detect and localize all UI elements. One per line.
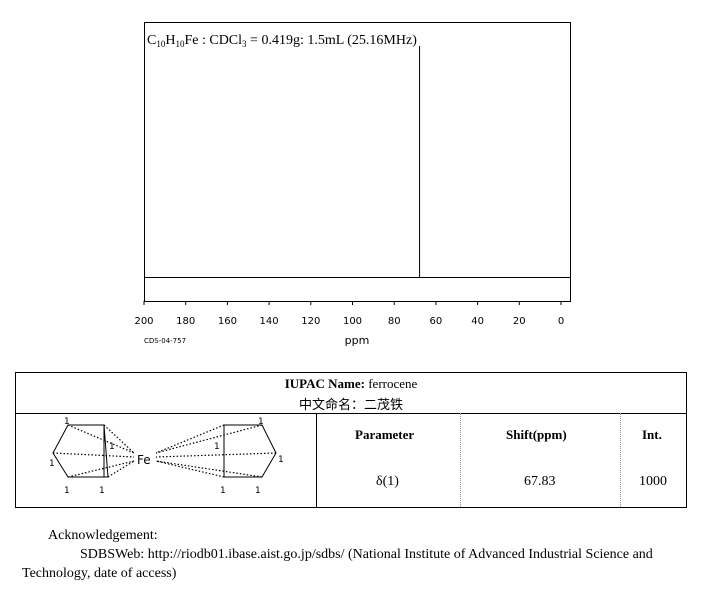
carbon-number: 1: [214, 442, 220, 452]
acknowledgement-text: SDBSWeb: http://riodb01.ibase.aist.go.jp…: [80, 547, 653, 562]
x-tick-label: 40: [471, 316, 484, 327]
iupac-label: IUPAC Name:: [284, 376, 365, 391]
chart-title: C10H10Fe : CDCl3 = 0.419g: 1.5mL (25.16M…: [147, 33, 417, 49]
x-ticks: 200 180 160 140 120 100 80 60 40 20 0: [134, 301, 564, 327]
plot-frame: [144, 22, 571, 302]
spectrum-code: CDS-04-757: [144, 337, 186, 345]
structure-cell: Fe 1 1 1 1 1 1 1 1 1 1: [16, 413, 317, 507]
title-part: = 0.419g: 1.5mL (25.16MHz): [247, 33, 418, 48]
column-divider: [460, 413, 461, 507]
title-part: C: [147, 33, 156, 48]
title-part: H: [165, 33, 175, 48]
x-tick-label: 0: [558, 316, 564, 327]
cell-shift: 67.83: [524, 474, 556, 489]
carbon-number: 1: [64, 417, 70, 427]
x-tick-label: 140: [260, 316, 279, 327]
carbon-number: 1: [278, 455, 284, 465]
iupac-value: ferrocene: [368, 376, 418, 391]
carbon-number: 1: [109, 442, 115, 452]
carbon-number: 1: [255, 486, 261, 496]
title-part-sub: 10: [156, 39, 166, 49]
x-tick-label: 20: [513, 316, 526, 327]
header-parameter: Parameter: [355, 427, 415, 442]
iupac-line: IUPAC Name: ferrocene: [16, 376, 686, 392]
info-table: IUPAC Name: ferrocene 中文命名：二茂铁: [15, 372, 687, 508]
x-tick-label: 120: [301, 316, 320, 327]
carbon-number: 1: [99, 486, 105, 496]
header-shift: Shift(ppm): [506, 427, 567, 442]
title-part: Fe : CDCl: [184, 33, 242, 48]
x-axis-label: ppm: [345, 334, 370, 347]
ferrocene-structure: Fe 1 1 1 1 1 1 1 1 1 1: [49, 417, 284, 496]
x-tick-label: 180: [176, 316, 195, 327]
acknowledgement-text-2: Technology, date of access): [22, 566, 177, 581]
header-intensity: Int.: [642, 427, 662, 442]
chinese-name: 中文命名：二茂铁: [298, 398, 403, 413]
x-tick-label: 160: [218, 316, 237, 327]
nmr-spectrum-chart: C10H10Fe : CDCl3 = 0.419g: 1.5mL (25.16M…: [134, 22, 571, 347]
title-part-sub: 10: [175, 39, 185, 49]
acknowledgement-heading: Acknowledgement:: [48, 528, 158, 543]
cell-parameter: δ(1): [376, 474, 399, 489]
x-tick-label: 80: [388, 316, 401, 327]
column-divider: [620, 413, 621, 507]
title-part-sub: 3: [242, 39, 247, 49]
carbon-number: 1: [220, 486, 226, 496]
carbon-number: 1: [49, 459, 55, 469]
cell-intensity: 1000: [639, 474, 667, 489]
x-tick-label: 100: [343, 316, 362, 327]
carbon-number: 1: [258, 417, 264, 427]
x-tick-label: 60: [430, 316, 443, 327]
carbon-number: 1: [64, 486, 70, 496]
x-tick-label: 200: [134, 316, 153, 327]
iron-atom-label: Fe: [137, 453, 151, 467]
iupac-row: IUPAC Name: ferrocene 中文命名：二茂铁: [16, 373, 686, 414]
